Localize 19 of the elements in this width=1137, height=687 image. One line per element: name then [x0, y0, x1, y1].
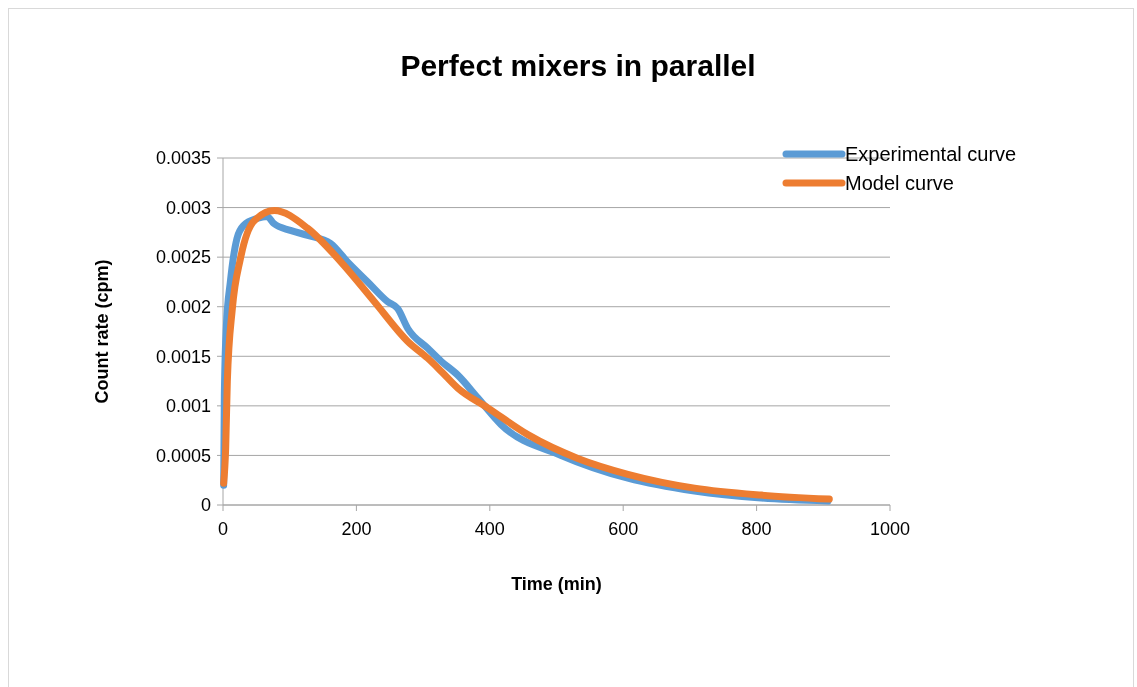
x-tick-label: 0 — [217, 519, 229, 539]
legend-label: Model curve — [845, 172, 954, 194]
y-tick-label: 0.0025 — [155, 247, 211, 268]
y-tick-label: 0 — [200, 495, 211, 516]
y-tick-label: 0.0005 — [155, 445, 211, 466]
x-tick-label: 600 — [608, 519, 639, 539]
legend-label: Experimental curve — [845, 143, 1017, 165]
y-tick-label: 0.003 — [165, 197, 211, 218]
chart-title: Perfect mixers in parallel — [400, 49, 756, 82]
y-tick-label: 0.002 — [165, 297, 211, 318]
y-tick-label: 0.0015 — [155, 346, 211, 367]
y-tick-label: 0.001 — [165, 396, 211, 417]
y-axis-title: Count rate (cpm) — [92, 259, 112, 404]
x-tick-label: 400 — [474, 519, 505, 539]
x-tick-label: 200 — [341, 519, 372, 539]
x-axis-title: Time (min) — [511, 574, 602, 594]
x-tick-label: 800 — [741, 519, 772, 539]
y-tick-label: 0.0035 — [155, 148, 211, 169]
x-tick-label: 1000 — [869, 519, 911, 539]
